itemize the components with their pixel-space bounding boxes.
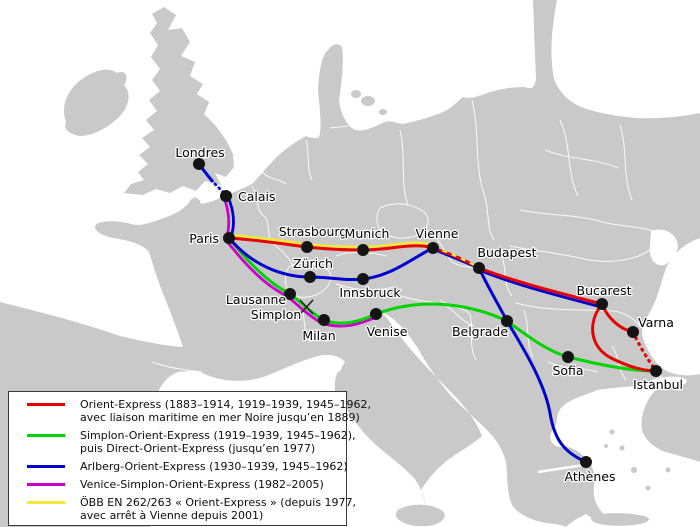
legend-rows: Orient-Express (1883–1914, 1919–1939, 19… [27,398,371,522]
sea-aegean [550,385,700,527]
island-sicily [395,504,445,527]
legend-item-red: Orient-Express (1883–1914, 1919–1939, 19… [27,398,371,424]
city-label-budapest: Budapest [477,245,536,260]
city-layer [193,158,662,468]
legend-swatch-red [27,403,65,406]
city-dot-sofia [562,351,574,363]
sea-black-sea [642,238,700,376]
city-label-athenes: Athènes [565,469,616,484]
city-dot-milan [318,314,330,326]
island-lolland [379,109,387,115]
legend-swatch-blue [27,465,65,468]
city-dot-istanbul [650,365,662,377]
city-label-istanbul: Istanbul [633,377,683,392]
city-dot-bucarest [596,298,608,310]
city-dot-lausanne [284,288,296,300]
route-blue-paris-vienne [228,238,434,282]
legend-swatch-green [27,434,65,437]
city-dot-vienne [427,242,439,254]
city-label-calais: Calais [238,189,276,204]
legend-label-green: Simplon-Orient-Express (1919–1939, 1945–… [80,429,356,455]
island-ireland [63,69,129,136]
legend-item-blue: Arlberg-Orient-Express (1930–1939, 1945–… [27,460,348,473]
city-dot-athenes [580,456,592,468]
legend-label-magenta: Venice-Simplon-Orient-Express (1982–2005… [80,478,324,491]
city-label-sofia: Sofia [552,363,583,378]
sea-adriatic-ionian [380,311,566,527]
island-aegean-6 [665,467,671,473]
city-label-belgrade: Belgrade [452,324,508,339]
island-great-britain [124,7,234,195]
island-zealand [361,96,375,106]
city-label-varna: Varna [638,315,674,330]
sea-danube-delta [649,229,678,266]
legend-box: Orient-Express (1883–1914, 1919–1939, 19… [8,391,371,526]
island-crete [590,513,649,526]
city-dot-belgrade [501,315,513,327]
city-label-bucarest: Bucarest [577,283,632,298]
simplon-pass-cross-icon [299,299,314,315]
city-label-innsbruck: Innsbruck [339,285,401,300]
city-dot-calais [220,190,232,202]
city-label-munich: Munich [345,226,390,241]
route-magenta-paris-venise [224,239,377,328]
route-blue-budapest-bucarest [478,268,602,309]
city-label-venise: Venise [367,324,408,339]
city-dot-innsbruck [357,273,369,285]
route-blue-belgrade-athenes [505,320,587,464]
sea-gulf-of-corinth [537,463,585,474]
legend-item-green: Simplon-Orient-Express (1919–1939, 1945–… [27,429,356,455]
island-aegean-3 [604,444,608,448]
city-dot-paris [223,232,235,244]
legend-swatch-magenta [27,483,65,486]
city-dot-strasbourg [301,241,313,253]
city-label-milan: Milan [302,328,335,343]
city-dot-varna [627,326,639,338]
city-label-strasbourg: Strasbourg [279,224,348,239]
legend-label-blue: Arlberg-Orient-Express (1930–1939, 1945–… [80,460,348,473]
island-aegean-2 [619,445,625,451]
city-label-londres: Londres [175,145,224,160]
city-label-vienne: Vienne [416,226,459,241]
city-label-zurich: Zürich [293,256,333,271]
legend-swatch-yellow [27,501,65,504]
island-aegean-5 [645,485,651,491]
city-dot-zurich [304,271,316,283]
city-dot-budapest [473,262,485,274]
island-aegean-4 [631,467,637,473]
route-yellow-paris-vienne [228,233,434,249]
legend-item-magenta: Venice-Simplon-Orient-Express (1982–2005… [27,478,338,491]
city-dot-londres [193,158,205,170]
city-dot-venise [370,308,382,320]
island-funen [351,90,361,98]
city-label-simplon: Simplon [251,307,302,322]
island-aegean-1 [609,429,615,435]
sea-marmara [645,376,687,390]
route-red-bucarest-istanbul [591,303,657,373]
legend-item-yellow: ÖBB EN 262/263 « Orient-Express » (depui… [27,496,356,522]
city-dot-munich [357,244,369,256]
city-label-paris: Paris [189,231,219,246]
city-label-lausanne: Lausanne [226,292,287,307]
legend-label-red: Orient-Express (1883–1914, 1919–1939, 19… [80,398,371,424]
legend-label-yellow: ÖBB EN 262/263 « Orient-Express » (depui… [80,496,357,522]
